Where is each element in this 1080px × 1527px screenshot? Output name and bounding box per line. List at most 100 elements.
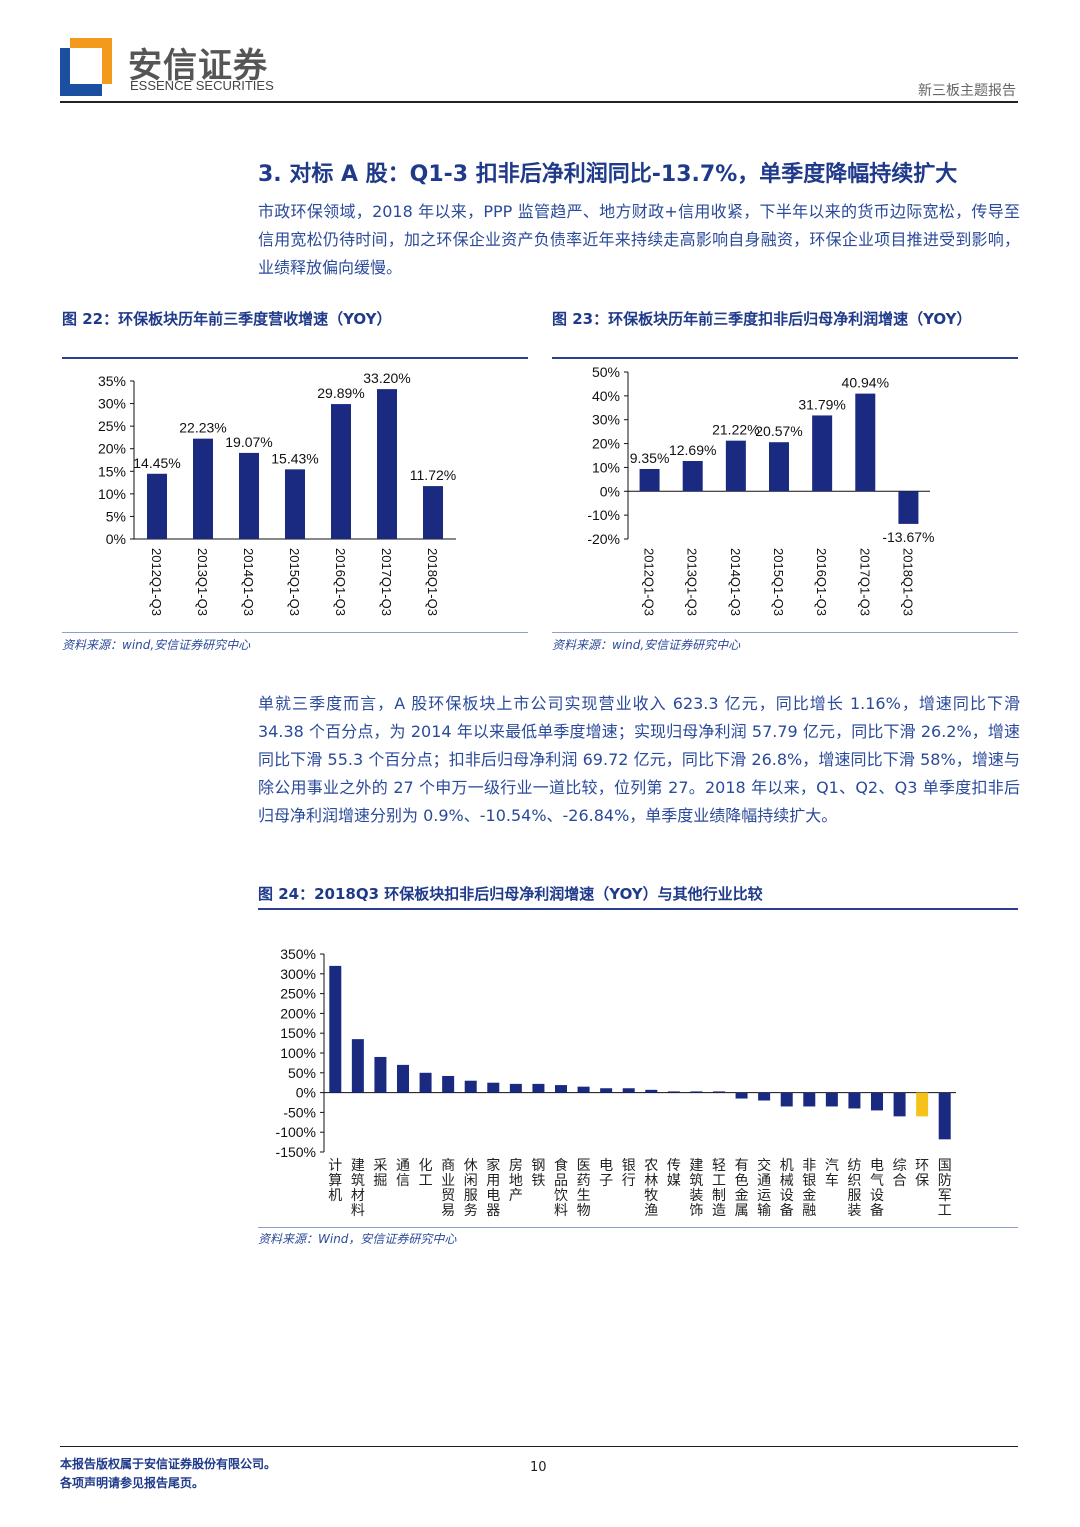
fig23-title: 图 23：环保板块历年前三季度扣非后归母净利润增速（YOY） <box>552 310 972 328</box>
x-tick-label: 食 <box>554 1157 568 1173</box>
bar <box>285 469 305 539</box>
x-tick-label: 银 <box>622 1157 636 1173</box>
bar <box>147 473 167 539</box>
x-tick-label: 钢 <box>531 1157 545 1173</box>
x-tick-label: 林 <box>644 1172 658 1188</box>
x-tick-label: 生 <box>577 1187 591 1203</box>
x-tick-label: 2012Q1-Q3 <box>149 548 164 616</box>
bar <box>487 1082 500 1093</box>
bar <box>667 1091 680 1093</box>
y-tick-label: 15% <box>98 463 126 479</box>
x-tick-label: 地 <box>509 1172 523 1188</box>
x-tick-label: 2017Q1-Q3 <box>379 548 394 616</box>
x-tick-label: 装 <box>847 1202 861 1218</box>
y-tick-label: -100% <box>276 1124 316 1140</box>
y-tick-label: 350% <box>280 946 316 962</box>
x-tick-label: 建 <box>351 1157 365 1173</box>
y-tick-label: 10% <box>592 459 620 475</box>
x-tick-label: 国 <box>938 1157 952 1173</box>
x-tick-label: 纺 <box>847 1157 861 1173</box>
x-tick-label: 筑 <box>351 1172 365 1188</box>
x-tick-label: 服 <box>464 1187 478 1203</box>
x-tick-label: 备 <box>870 1202 884 1218</box>
bar <box>916 1092 929 1117</box>
fig23-chart: -20% -10% 0% 10% 20% 30% 40% 50% 9.35% 2012Q1-Q3 1… <box>587 364 934 616</box>
logo-text: 安信证券 <box>128 46 268 86</box>
bar <box>419 1072 432 1093</box>
bar <box>871 1092 883 1111</box>
bar <box>622 1088 635 1093</box>
bar <box>780 1092 793 1107</box>
bar <box>735 1092 748 1099</box>
x-tick-label: 贸 <box>441 1187 455 1203</box>
y-tick-label: 50% <box>592 364 620 380</box>
bar <box>769 442 789 492</box>
bar <box>374 1056 387 1093</box>
x-tick-label: 2013Q1-Q3 <box>195 548 210 616</box>
y-tick-label: 250% <box>280 986 316 1002</box>
y-tick-label: 20% <box>592 436 620 452</box>
x-tick-label: 掘 <box>373 1172 387 1188</box>
fig22-top-rule <box>62 357 528 359</box>
x-tick-label: 交 <box>757 1157 771 1173</box>
fig24-top-rule <box>258 908 1018 910</box>
footer-rule <box>60 1446 1018 1447</box>
bar <box>825 1092 838 1107</box>
x-tick-label: 织 <box>847 1172 861 1188</box>
data-label: 22.23% <box>179 420 226 436</box>
data-label: 15.43% <box>271 450 318 466</box>
x-tick-label: 制 <box>712 1187 726 1203</box>
x-tick-label: 气 <box>870 1172 884 1188</box>
y-tick-label: 0% <box>296 1085 316 1101</box>
bar <box>331 404 351 539</box>
x-tick-label: 工 <box>419 1172 433 1188</box>
x-tick-label: 2012Q1-Q3 <box>642 548 657 616</box>
bar <box>812 415 833 492</box>
x-tick-label: 建 <box>689 1157 703 1173</box>
x-tick-label: 2016Q1-Q3 <box>333 548 348 616</box>
x-tick-label: 金 <box>802 1187 816 1203</box>
x-tick-label: 装 <box>689 1187 703 1203</box>
y-tick-label: 40% <box>592 388 620 404</box>
data-label: 11.72% <box>410 467 456 483</box>
x-tick-label: 电 <box>599 1157 613 1173</box>
footer-line2: 各项声明请参见报告尾页。 <box>60 1476 205 1490</box>
bar <box>442 1075 455 1093</box>
x-tick-label: 家 <box>486 1157 500 1173</box>
y-tick-label: 0% <box>600 483 620 499</box>
x-tick-label: 汽 <box>825 1157 839 1173</box>
x-tick-label: 2018Q1-Q3 <box>425 548 440 616</box>
x-tick-label: 饰 <box>689 1202 703 1218</box>
x-tick-label: 2014Q1-Q3 <box>728 548 743 616</box>
bar <box>397 1064 409 1093</box>
x-tick-label: 药 <box>577 1172 591 1188</box>
fig22-title: 图 22：环保板块历年前三季度营收增速（YOY） <box>62 310 392 328</box>
y-tick-label: 300% <box>280 966 316 982</box>
x-tick-label: 金 <box>735 1187 749 1203</box>
data-label: 29.89% <box>317 385 364 401</box>
x-tick-label: 筑 <box>689 1172 703 1188</box>
y-tick-label: 5% <box>106 508 126 524</box>
bar <box>713 1091 725 1093</box>
y-tick-label: 20% <box>98 441 126 457</box>
bar <box>938 1092 951 1140</box>
fig22-chart: 0% 5% 10% 15% 20% 25% 30% 35% 14.45% 2012Q1-Q3 22.… <box>98 370 456 616</box>
bar <box>600 1088 613 1093</box>
fig22-source: 资料来源：wind,安信证券研究中心 <box>62 638 251 652</box>
x-tick-label: 军 <box>938 1187 952 1203</box>
x-tick-label: 通 <box>396 1157 410 1173</box>
x-tick-label: 料 <box>351 1202 365 1218</box>
x-tick-label: 设 <box>780 1187 794 1203</box>
bar <box>855 393 876 492</box>
bar <box>193 438 213 539</box>
page-number: 10 <box>530 1460 547 1475</box>
x-tick-label: 综 <box>893 1157 907 1173</box>
x-tick-label: 2013Q1-Q3 <box>685 548 700 616</box>
data-label: 31.79% <box>798 396 845 412</box>
y-tick-label: 150% <box>280 1025 316 1041</box>
x-tick-label: 环 <box>915 1157 929 1173</box>
bar <box>682 461 703 492</box>
data-label: 12.69% <box>669 442 716 458</box>
x-tick-label: 2014Q1-Q3 <box>241 548 256 616</box>
x-tick-label: 电 <box>486 1187 500 1203</box>
